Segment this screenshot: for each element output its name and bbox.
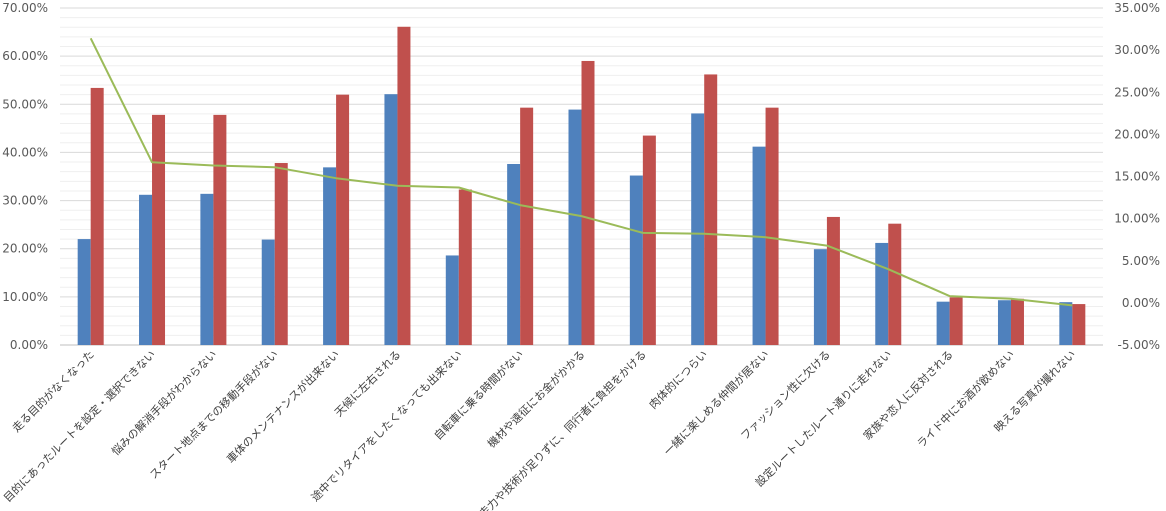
bar-series-1: [507, 163, 521, 345]
right-tick-label: 0.00%: [1122, 296, 1160, 310]
bar-series-1: [200, 193, 214, 345]
bar-marks: [77, 26, 1086, 346]
left-tick-label: 20.00%: [2, 242, 48, 256]
bar-series-2: [704, 74, 718, 346]
left-tick-label: 70.00%: [2, 1, 48, 15]
right-tick-label: 25.00%: [1114, 85, 1160, 99]
bar-series-2: [458, 189, 472, 345]
right-axis-ticks: -5.00% 0.00% 5.00% 10.00% 15.00% 20.00% 25.00%…: [1114, 1, 1160, 352]
bar-series-2: [1010, 298, 1024, 345]
right-tick-label: 35.00%: [1114, 1, 1160, 15]
bar-series-1: [261, 239, 275, 345]
line-series-path: [89, 37, 1073, 307]
bar-series-2: [274, 163, 288, 345]
bar-series-1: [445, 255, 459, 345]
category-label: スタート地点までの移動手段がない: [147, 347, 281, 481]
left-tick-label: 30.00%: [2, 194, 48, 208]
bar-series-1: [936, 301, 950, 345]
category-labels: 走る目的がなくなった目的にあったルートを設定・選択できない悩みの解消手段がわから…: [0, 347, 1078, 511]
bar-series-1: [691, 113, 705, 345]
bar-series-1: [813, 249, 827, 345]
bar-series-1: [77, 239, 91, 345]
category-label: 悩みの解消手段がわからない: [108, 347, 219, 458]
category-label: 天候に左右される: [331, 347, 403, 419]
left-tick-label: 10.00%: [2, 290, 48, 304]
category-label: 一緒に楽しめる仲間が居ない: [661, 347, 772, 458]
bar-series-1: [997, 300, 1011, 345]
category-label: 機材や遠征にお金がかかる: [484, 347, 587, 450]
left-axis-ticks: 0.00% 10.00% 20.00% 30.00% 40.00% 50.00% 60.00…: [2, 1, 48, 352]
bar-series-2: [520, 107, 534, 345]
right-tick-label: 10.00%: [1114, 212, 1160, 226]
category-label: 車体のメンテナンスが出来ない: [224, 347, 343, 466]
bar-series-1: [384, 94, 398, 345]
right-tick-label: 30.00%: [1114, 43, 1160, 57]
category-label: 設定ルートしたルート通りに走れない: [752, 347, 894, 489]
bar-series-2: [152, 114, 166, 346]
left-tick-label: 0.00%: [10, 338, 48, 352]
bar-series-2: [888, 223, 902, 345]
bar-series-2: [581, 60, 595, 345]
line-series: [89, 37, 1073, 307]
bar-series-2: [949, 297, 963, 345]
left-tick-label: 40.00%: [2, 145, 48, 159]
bar-series-1: [875, 242, 889, 345]
right-tick-label: 5.00%: [1122, 254, 1160, 268]
bar-series-2: [336, 94, 350, 346]
category-label: ライド中にお酒が飲めない: [914, 347, 1017, 450]
right-tick-label: 20.00%: [1114, 127, 1160, 141]
bar-series-1: [139, 194, 153, 345]
bar-series-2: [1072, 304, 1086, 345]
right-tick-label: -5.00%: [1118, 338, 1160, 352]
bar-series-2: [765, 107, 779, 345]
bar-series-2: [642, 135, 656, 345]
bar-series-1: [1059, 302, 1073, 345]
bar-series-2: [826, 216, 840, 345]
bar-series-1: [568, 109, 582, 346]
right-tick-label: 15.00%: [1114, 170, 1160, 184]
bar-series-1: [323, 167, 337, 345]
bar-series-1: [752, 146, 766, 345]
bar-series-1: [629, 175, 643, 345]
bar-series-2: [213, 114, 227, 346]
category-label: 肉体的につらい: [646, 347, 710, 411]
bar-series-2: [90, 87, 104, 345]
left-tick-label: 60.00%: [2, 49, 48, 63]
left-tick-label: 50.00%: [2, 97, 48, 111]
